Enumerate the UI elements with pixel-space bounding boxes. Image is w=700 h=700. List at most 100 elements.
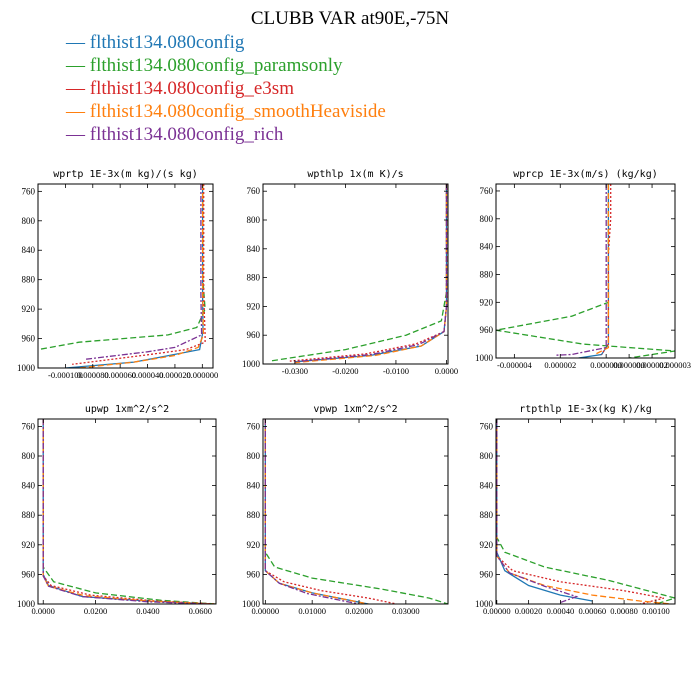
x-tick-label: 0.000000: [186, 370, 218, 380]
plot-frame: [262, 418, 449, 605]
legend-label: flthist134.080config: [89, 32, 245, 53]
y-tick-label: 960: [247, 330, 261, 340]
legend-label: flthist134.080config_rich: [89, 124, 284, 145]
series-line: [42, 419, 216, 604]
plot-frame: [495, 418, 676, 605]
series-line: [42, 419, 211, 604]
chart-panel: vpwp 1xm^2/s^2 760 800 840 880 920 960 10000.00…: [242, 404, 449, 616]
series-group: [264, 419, 448, 604]
y-tick-label: 1000: [242, 599, 261, 609]
series-line: [264, 419, 397, 604]
series-line: [42, 419, 209, 604]
series-line: [264, 419, 360, 604]
y-tick-label: 760: [247, 186, 261, 196]
y-tick-label: 840: [247, 244, 261, 254]
legend-item: — flthist134.080config_rich: [66, 123, 386, 146]
plot-frame: [37, 183, 214, 369]
x-tick-label: -0.000004: [497, 360, 532, 370]
legend-label: flthist134.080config_paramsonly: [89, 55, 343, 76]
y-tick-label: 1000: [17, 363, 36, 373]
series-line: [264, 419, 448, 604]
chart-panel: wpthlp 1x(m K)/s 760 800 840 880 920 960 1000 -0…: [242, 169, 458, 376]
y-tick-label: 1000: [17, 599, 36, 609]
legend-marker: —: [66, 78, 85, 99]
x-tick-label: 0.00000: [483, 606, 511, 616]
y-tick-label: 760: [480, 421, 494, 431]
legend-marker: —: [66, 124, 85, 145]
series-group: [38, 184, 206, 368]
x-tick-label: 0.000060: [104, 370, 136, 380]
x-tick-label: 0.00040: [547, 606, 575, 616]
y-tick-label: 920: [480, 297, 494, 307]
y-tick-label: 960: [480, 569, 494, 579]
series-line: [264, 419, 369, 604]
series-line: [496, 419, 579, 604]
x-tick-label: 0.0000: [435, 366, 458, 376]
series-line: [264, 419, 369, 604]
x-tick-label: 0.000002: [636, 360, 668, 370]
y-tick-label: 800: [22, 216, 36, 226]
y-tick-label: 840: [480, 481, 494, 491]
series-line: [601, 184, 612, 355]
legend-item: — flthist134.080config_e3sm: [66, 77, 386, 100]
series-line: [269, 184, 448, 362]
series-group: [496, 419, 675, 604]
x-tick-label: 0.000000: [613, 360, 645, 370]
y-tick-label: 920: [22, 540, 36, 550]
plot-frame: [262, 183, 449, 365]
panel-title: wprtp 1E-3x(m kg)/(s kg): [53, 169, 198, 180]
x-tick-label: 0.000040: [132, 370, 164, 380]
legend-item: — flthist134.080config_smoothHeaviside: [66, 100, 386, 123]
y-tick-label: 800: [247, 215, 261, 225]
series-line: [42, 419, 214, 604]
series-line: [496, 419, 665, 604]
x-tick-label: 0.01000: [298, 606, 326, 616]
x-tick-label: 0.000020: [159, 370, 191, 380]
series-line: [85, 184, 203, 360]
y-tick-label: 920: [480, 540, 494, 550]
y-tick-label: 840: [22, 245, 36, 255]
series-group: [42, 419, 216, 604]
series-line: [65, 184, 204, 368]
y-tick-label: 880: [247, 510, 261, 520]
series-line: [42, 419, 216, 604]
y-tick-label: 800: [247, 451, 261, 461]
x-tick-label: 0.02000: [345, 606, 373, 616]
plot-frame: [495, 183, 676, 359]
series-line: [496, 419, 672, 604]
legend-item: — flthist134.080config_paramsonly: [66, 54, 386, 77]
x-tick-label: 0.000080: [77, 370, 109, 380]
y-tick-label: 760: [22, 186, 36, 196]
series-line: [38, 184, 206, 351]
y-tick-label: 920: [22, 304, 36, 314]
y-tick-label: 960: [22, 569, 36, 579]
x-tick-label: -0.0200: [332, 366, 358, 376]
y-tick-label: 880: [22, 510, 36, 520]
chart-panel: upwp 1xm^2/s^2 760 800 840 880 920 960 10000.00…: [17, 404, 217, 616]
x-tick-label: -0.000100: [48, 370, 83, 380]
legend-item: — flthist134.080config: [66, 31, 386, 54]
x-tick-label: 0.0000: [32, 606, 55, 616]
y-tick-label: 760: [22, 421, 36, 431]
y-tick-label: 840: [247, 481, 261, 491]
y-tick-label: 760: [247, 421, 261, 431]
panel-title: rtpthlp 1E-3x(kg K)/kg: [519, 404, 651, 415]
y-tick-label: 800: [480, 451, 494, 461]
y-tick-label: 920: [247, 540, 261, 550]
series-line: [289, 184, 448, 362]
x-tick-label: 0.000000: [590, 360, 622, 370]
y-tick-label: 1000: [475, 599, 494, 609]
chart-panel: rtpthlp 1E-3x(kg K)/kg 760 800 840 880 920 960…: [475, 404, 676, 616]
legend-label: flthist134.080config_smoothHeaviside: [89, 101, 386, 122]
series-group: [496, 184, 675, 358]
x-tick-label: 0.000002: [544, 360, 576, 370]
x-tick-label: 0.03000: [392, 606, 420, 616]
y-tick-label: 1000: [242, 359, 261, 369]
y-tick-label: 880: [480, 269, 494, 279]
series-line: [294, 184, 448, 363]
panel-title: wprcp 1E-3x(m/s) (kg/kg): [513, 169, 658, 180]
y-tick-label: 920: [247, 301, 261, 311]
y-tick-label: 960: [247, 569, 261, 579]
